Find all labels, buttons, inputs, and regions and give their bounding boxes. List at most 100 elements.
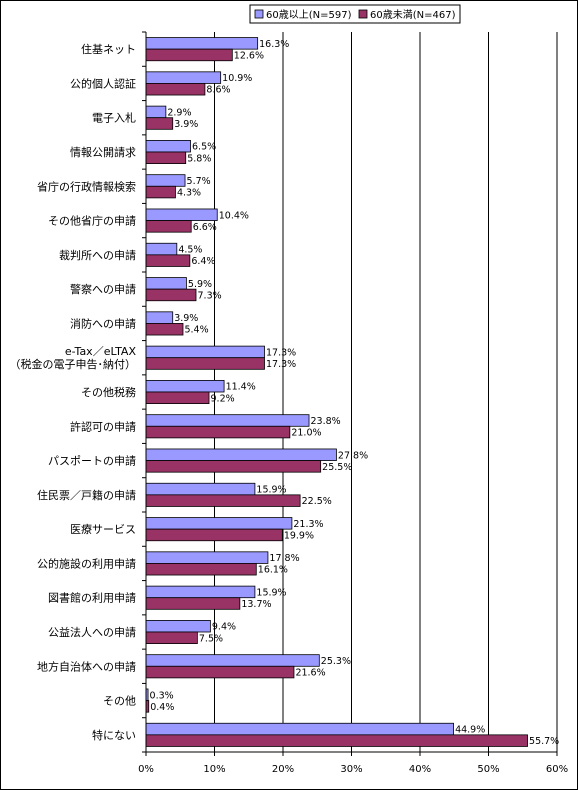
bar-data-label: 7.5% — [199, 633, 223, 644]
x-tick-label: 60% — [546, 764, 568, 775]
bar-data-label: 6.4% — [191, 256, 215, 267]
category-label: 住民票／戸籍の申請 — [37, 488, 136, 502]
bar-series-1 — [145, 208, 218, 221]
bar-series-2 — [145, 528, 283, 542]
bar-data-label: 2.9% — [167, 107, 191, 118]
category-label: 公的施設の利用申請 — [37, 556, 136, 570]
bar-data-label: 19.9% — [284, 530, 314, 541]
category-label: e-Tax／eLTAX — [65, 345, 137, 358]
bar-series-2 — [145, 631, 198, 645]
bar-series-2 — [145, 357, 265, 370]
bar-data-label: 23.8% — [311, 416, 341, 427]
bar-series-1 — [145, 277, 187, 290]
bar-data-label: 0.4% — [150, 702, 174, 713]
bar-data-label: 55.7% — [529, 736, 559, 747]
bar-data-label: 5.4% — [184, 325, 208, 336]
bar-data-label: 5.7% — [187, 176, 211, 187]
bar-data-label: 16.3% — [259, 39, 289, 50]
bar-data-label: 3.9% — [174, 313, 198, 324]
category-label: 医療サービス — [70, 522, 136, 536]
legend-label: 60歳未満(N=467) — [370, 9, 456, 21]
bar-series-2 — [145, 460, 322, 473]
legend-label: 60歳以上(N=597) — [266, 9, 352, 21]
bar-data-label: 9.4% — [212, 622, 236, 633]
bar-data-label: 0.3% — [150, 690, 174, 701]
category-label: その他 — [103, 695, 136, 708]
x-tick-label: 0% — [138, 764, 154, 775]
legend-swatch — [254, 9, 264, 19]
gridlines — [214, 32, 558, 752]
bar-series-2 — [145, 597, 241, 610]
category-label: 省庁の行政情報検索 — [37, 179, 136, 193]
category-label: 図書館の利用申請 — [48, 591, 136, 605]
bar-series-2 — [145, 185, 176, 199]
bar-data-label: 11.4% — [226, 382, 256, 393]
bar-data-label: 10.9% — [222, 73, 252, 84]
bar-series-2 — [145, 83, 206, 96]
bars: 16.3%12.6%10.9%8.6%2.9%3.9%6.5%5.8%5.7%4… — [145, 37, 559, 747]
bar-data-label: 6.5% — [192, 142, 216, 153]
bar-series-2 — [145, 323, 184, 336]
category-label: 特にない — [92, 728, 136, 742]
bar-series-2 — [145, 734, 528, 747]
bar-series-2 — [145, 665, 295, 679]
bar-series-2 — [145, 288, 197, 302]
x-tick-label: 30% — [340, 764, 362, 775]
bar-data-label: 15.9% — [256, 587, 286, 598]
bar-series-1 — [145, 242, 178, 256]
x-tick-label: 20% — [272, 764, 294, 775]
bar-data-label: 21.6% — [295, 668, 325, 679]
category-label: 地方自治体への申請 — [37, 659, 136, 673]
bar-data-label: 25.3% — [321, 656, 351, 667]
bar-series-2 — [145, 48, 233, 62]
category-label: 住基ネット — [81, 42, 136, 56]
bar-data-label: 17.3% — [266, 359, 296, 370]
bar-series-2 — [145, 494, 301, 507]
bar-series-2 — [145, 220, 192, 233]
category-label: 電子入札 — [92, 112, 136, 125]
bar-series-2 — [145, 117, 174, 130]
bar-data-label: 21.3% — [293, 519, 323, 530]
bar-data-label: 15.9% — [256, 485, 286, 496]
bar-series-1 — [145, 482, 256, 496]
category-label: 裁判所への申請 — [59, 248, 136, 262]
category-label: 許認可の申請 — [70, 419, 136, 433]
bar-series-1 — [145, 654, 320, 667]
bar-series-1 — [145, 345, 265, 359]
bar-series-1 — [145, 448, 337, 461]
bar-data-label: 5.9% — [188, 279, 212, 290]
bar-series-1 — [145, 517, 293, 530]
category-label: 情報公開請求 — [70, 145, 136, 159]
bar-data-label: 16.1% — [258, 565, 288, 576]
bar-series-1 — [145, 311, 174, 324]
category-label: 警察への申請 — [70, 282, 136, 296]
bar-data-label: 27.8% — [338, 450, 368, 461]
bar-data-label: 17.8% — [269, 553, 299, 564]
category-label: その他税務 — [81, 385, 136, 399]
bar-series-2 — [145, 563, 257, 576]
bar-series-1 — [145, 551, 269, 564]
bar-data-label: 22.5% — [302, 496, 332, 507]
category-label: パスポートの申請 — [48, 454, 136, 468]
bar-series-1 — [145, 105, 167, 119]
bar-data-label: 4.3% — [177, 188, 201, 199]
category-label: 公益法人への申請 — [48, 625, 136, 639]
bar-series-2 — [145, 151, 187, 165]
category-label: その他省庁の申請 — [48, 214, 136, 228]
bar-data-label: 8.6% — [206, 85, 230, 96]
bar-series-1 — [145, 722, 454, 736]
bar-data-label: 3.9% — [174, 119, 198, 130]
x-tick-label: 50% — [477, 764, 499, 775]
bar-series-2 — [145, 425, 291, 439]
bar-data-label: 12.6% — [234, 50, 264, 61]
legend: 60歳以上(N=597) 60歳未満(N=467) — [249, 4, 461, 24]
bar-series-1 — [145, 174, 186, 187]
legend-box — [249, 4, 461, 24]
bar-data-label: 5.8% — [187, 153, 211, 164]
bar-data-label: 21.0% — [291, 428, 321, 439]
x-tick-label: 40% — [409, 764, 431, 775]
bar-series-1 — [145, 139, 191, 153]
bar-data-label: 25.5% — [322, 462, 352, 473]
bar-data-label: 4.5% — [178, 245, 202, 256]
legend-swatch — [358, 9, 368, 19]
